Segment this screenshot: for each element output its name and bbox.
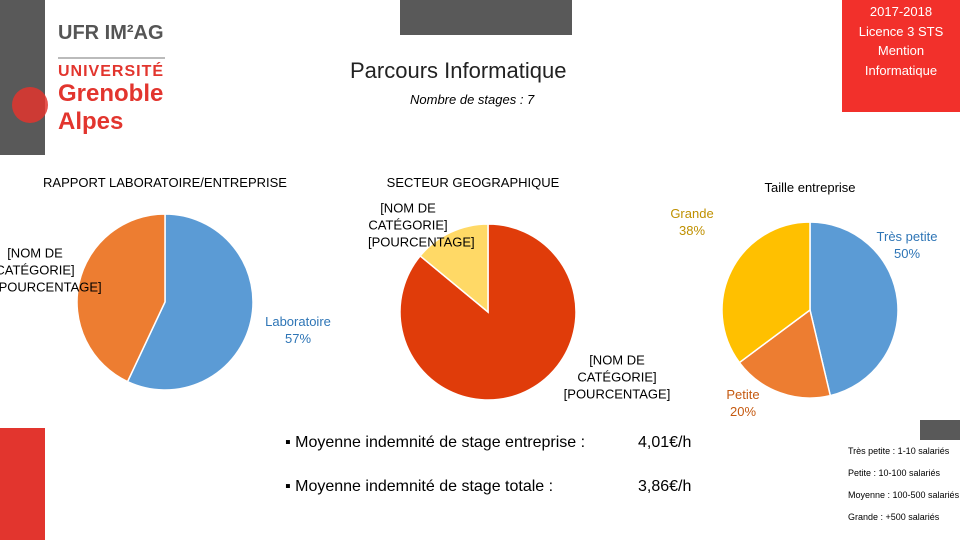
chart-title: Taille entreprise [764, 180, 856, 195]
pie-slice [76, 213, 166, 383]
badge-box [842, 0, 960, 112]
badge-line: 2017-2018 [869, 4, 933, 19]
category-label: Petite [726, 387, 760, 402]
badge-line: Mention [877, 43, 925, 58]
data-label: [NOM DE CATÉGORIE] [POURCENTAGE] [562, 352, 672, 403]
pie-slice [419, 223, 489, 314]
category-label: Laboratoire [265, 314, 331, 329]
pie-slice [399, 223, 577, 401]
pie-slice [721, 221, 811, 364]
data-label: Grande 38% [657, 205, 727, 239]
value-label: [POURCENTAGE] [368, 234, 475, 250]
corner-block-right [920, 420, 960, 440]
badge-line: Licence 3 STS [858, 23, 944, 39]
data-label: [NOM DE CATÉGORIE] [POURCENTAGE] [0, 245, 102, 296]
value-label: [POURCENTAGE] [0, 279, 102, 295]
category-label: Grande [670, 206, 714, 221]
corner-block [0, 428, 45, 540]
value-label: 57% [284, 331, 312, 346]
subtitle: Nombre de stages : 7 [410, 92, 535, 107]
pie-slice [126, 213, 254, 391]
legend-line: Très petite : 1-10 salariés [848, 446, 950, 456]
stat-text: Moyenne indemnité de stage totale : [295, 478, 554, 495]
logo-univ: UNIVERSITÉ [58, 63, 165, 80]
data-label: Très petite 50% [862, 228, 952, 262]
data-label: [NOM DE CATÉGORIE] [POURCENTAGE] [368, 200, 475, 251]
chart-title: RAPPORT LABORATOIRE/ENTREPRISE [43, 175, 287, 190]
side-block [0, 0, 45, 155]
stat-label: ▪ Moyenne indemnité de stage entreprise … [285, 434, 586, 451]
size-legend: Très petite : 1-10 salariés Petite : 10-1… [848, 440, 960, 528]
value-label: 20% [729, 404, 757, 419]
logo-ufr: UFR IM²AG [58, 22, 164, 44]
category-label: [NOM DE CATÉGORIE] [577, 352, 657, 385]
logo-city: Grenoble [58, 80, 164, 107]
data-label: Petite 20% [703, 386, 783, 420]
stat-label: ▪ Moyenne indemnité de stage totale : [285, 478, 554, 495]
legend-line: Moyenne : 100-500 salariés [848, 490, 960, 500]
badge-line: Informatique [864, 62, 938, 78]
category-label: Très petite [876, 229, 938, 244]
category-label: [NOM DE CATÉGORIE] [0, 245, 75, 278]
logo-region: Alpes [58, 108, 124, 135]
legend-line: Petite : 10-100 salariés [848, 468, 941, 478]
legend-line: Grande : +500 salariés [848, 512, 940, 522]
pie-slice [809, 221, 899, 397]
stat-value: 3,86€/h [638, 478, 692, 495]
chart-title: SECTEUR GEOGRAPHIQUE [386, 175, 560, 190]
top-block [400, 0, 572, 35]
stat-value: 4,01€/h [638, 434, 692, 451]
title: Parcours Informatique [350, 58, 567, 83]
value-label: [POURCENTAGE] [563, 386, 671, 402]
category-label: [NOM DE CATÉGORIE] [368, 200, 448, 233]
badge: 2017-2018 Licence 3 STS Mention Informatiqu… [842, 2, 960, 80]
value-label: 38% [678, 223, 706, 238]
logo-icon [12, 87, 48, 123]
value-label: 50% [893, 246, 921, 261]
data-label: Laboratoire 57% [258, 313, 338, 347]
stat-text: Moyenne indemnité de stage entreprise : [295, 434, 586, 451]
pie-slice [738, 308, 832, 399]
